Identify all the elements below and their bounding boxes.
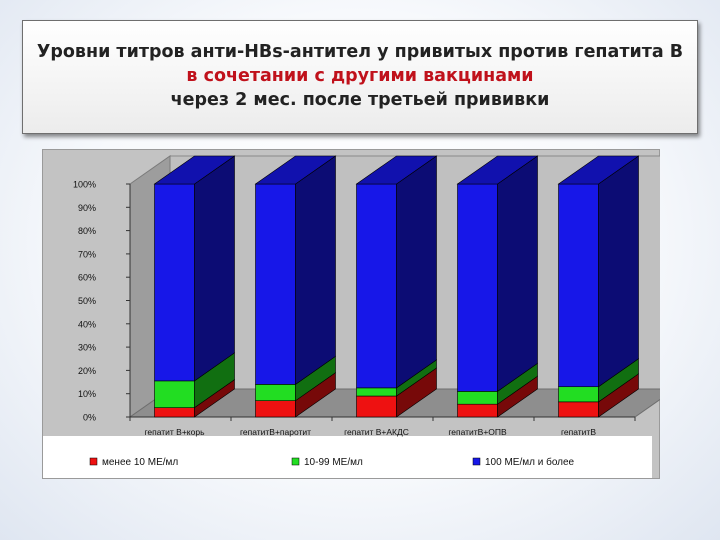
legend-label: менее 10 МЕ/мл	[102, 457, 178, 468]
bar-segment-top	[557, 155, 640, 185]
chart-title-line-1: Уровни титров анти-HBs-антител у привиты…	[36, 42, 684, 62]
bar-segment-front	[356, 183, 397, 389]
bar-segment-front	[558, 401, 599, 418]
bar-segment-front	[154, 380, 195, 408]
bar-segment-front	[356, 395, 397, 418]
y-tick-label: 70%	[78, 249, 96, 259]
x-category-label: гепатитВ	[561, 427, 596, 437]
bar-segment-front	[255, 183, 296, 385]
bar-segment-front	[356, 387, 397, 397]
bar-segment-front	[255, 400, 296, 418]
bar-segment-top	[254, 155, 337, 185]
stacked-bar-chart: 0% 10% 20% 30% 40% 50% 60% 70% 80% 90% 100% гепати…	[42, 149, 660, 479]
legend-swatch	[291, 457, 300, 466]
y-tick-label: 10%	[78, 389, 96, 399]
bar-segment-top	[153, 155, 236, 185]
title-box: Уровни титров анти-HBs-антител у привиты…	[22, 20, 698, 134]
legend-label: 10-99 МЕ/мл	[304, 457, 363, 468]
bar-segment-side	[497, 155, 538, 392]
chart-area: 0% 10% 20% 30% 40% 50% 60% 70% 80% 90% 100% гепати…	[42, 149, 660, 479]
bar-segment-side	[598, 155, 639, 388]
bar-segment-top	[355, 155, 438, 185]
legend-swatch	[89, 457, 98, 466]
x-category-label: гепатит В+корь	[144, 427, 205, 437]
bar-segment-front	[457, 183, 498, 392]
x-category-label: гепатит В+АКДС	[344, 427, 409, 437]
x-category-label: гепатитВ+ОПВ	[448, 427, 507, 437]
bar-segment-side	[194, 155, 235, 382]
bar-segment-top	[456, 155, 539, 185]
bar-segment-front	[457, 391, 498, 405]
bar-segment-front	[558, 386, 599, 403]
bar-segment-front	[457, 403, 498, 418]
bar-segment-front	[255, 384, 296, 401]
bar-segment-side	[396, 155, 437, 389]
y-tick-label: 50%	[78, 296, 96, 306]
y-tick-label: 20%	[78, 366, 96, 376]
bar-segment-side	[295, 155, 336, 385]
legend-label: 100 МЕ/мл и более	[485, 456, 575, 468]
x-category-label: гепатитВ+паротит	[240, 427, 311, 437]
y-tick-label: 40%	[78, 319, 96, 329]
bar-segment-front	[154, 183, 195, 382]
bar-segment-front	[154, 407, 195, 418]
y-tick-label: 80%	[78, 226, 96, 236]
chart-title-line-3: через 2 мес. после третьей прививки	[170, 90, 550, 110]
y-tick-label: 60%	[78, 273, 96, 283]
y-tick-label: 100%	[73, 180, 96, 190]
legend-swatch	[472, 457, 481, 466]
y-tick-label: 0%	[83, 413, 96, 423]
chart-title-line-2: в сочетании с другими вакцинами	[186, 66, 534, 86]
y-tick-label: 30%	[78, 343, 96, 353]
bar-segment-front	[558, 183, 599, 388]
y-tick-label: 90%	[78, 203, 96, 213]
